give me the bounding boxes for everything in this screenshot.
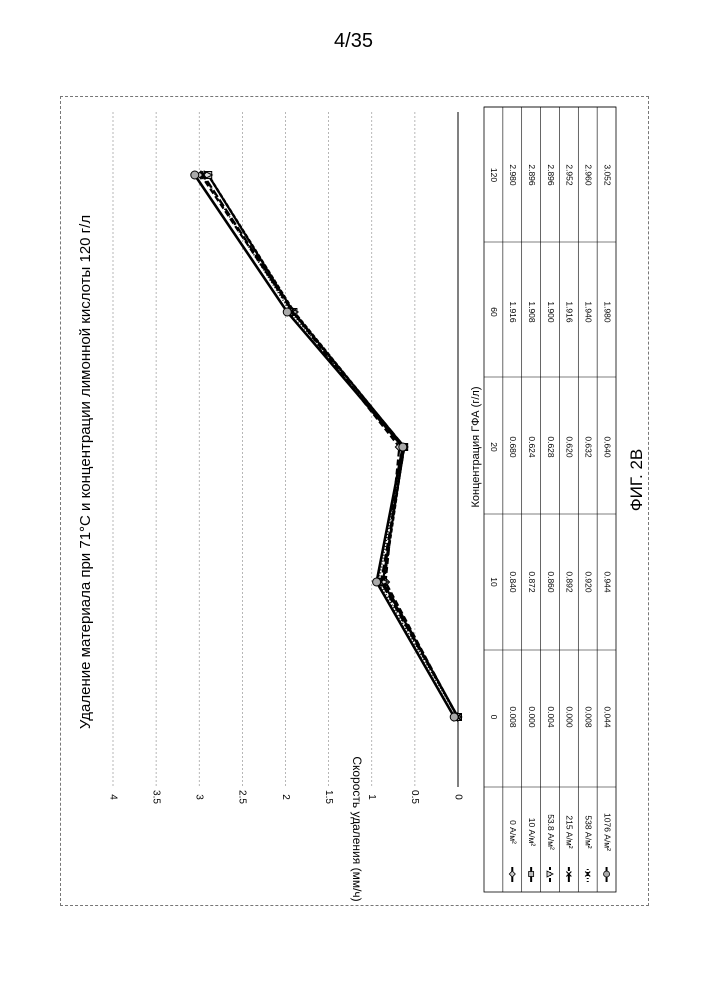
legend-label: 215 А/м² [565, 815, 575, 848]
data-point [191, 171, 199, 179]
legend-label: 10 А/м² [527, 818, 537, 847]
series-line [201, 175, 457, 717]
x-category-label: 0 [489, 715, 499, 720]
table-cell: 0.044 [602, 706, 612, 728]
table-cell: 0.860 [546, 571, 556, 593]
table-cell: 2.960 [583, 164, 593, 186]
y-tick-label: 1.5 [323, 790, 334, 804]
y-tick-label: 0.5 [409, 790, 420, 804]
data-point [373, 578, 381, 586]
table-cell: 0.000 [565, 706, 575, 728]
table-cell: 2.896 [546, 164, 556, 186]
chart-title: Удаление материала при 71°С и концентрац… [77, 215, 94, 729]
table-cell: 0.620 [565, 436, 575, 458]
table-cell: 0.632 [583, 436, 593, 458]
y-tick-label: 3.5 [150, 790, 161, 804]
y-tick-label: 0 [452, 794, 463, 800]
figure-label: ФИГ. 2В [622, 440, 652, 520]
table-cell: 0.944 [602, 571, 612, 593]
table-cell: 1.940 [583, 301, 593, 323]
series-line [208, 175, 458, 717]
table-cell: 3.052 [602, 164, 612, 186]
legend-label: 53.8 А/м² [546, 814, 556, 850]
legend-key-marker [604, 871, 610, 877]
x-category-label: 60 [489, 307, 499, 317]
y-tick-label: 4 [107, 794, 118, 800]
table-cell: 0.872 [527, 571, 537, 593]
table-cell: 0.680 [508, 436, 518, 458]
chart-frame: 0 0.5 1 1.5 2 2.5 3 3.5 4 Скорость удаления (мм/ч… [60, 96, 649, 906]
y-tick-label: 3 [194, 794, 205, 800]
table-cell: 0.892 [565, 571, 575, 593]
data-point [283, 308, 291, 316]
table-cell: 0.624 [527, 436, 537, 458]
table-cell: 1.908 [527, 301, 537, 323]
x-axis-title: Концентрация ГФА (г/л) [470, 387, 482, 508]
y-tick-label: 2.5 [237, 790, 248, 804]
table-cell: 1.980 [602, 301, 612, 323]
table-cell: 2.980 [508, 164, 518, 186]
table-cell: 0.640 [602, 436, 612, 458]
table-cell: 0.628 [546, 436, 556, 458]
table-cell: 0.840 [508, 571, 518, 593]
data-point [450, 713, 458, 721]
legend-key-marker [509, 871, 515, 877]
legend-label: 1076 А/м² [602, 813, 612, 851]
series-line [203, 175, 458, 717]
table-cell: 2.952 [565, 164, 575, 186]
chart-svg: 0 0.5 1 1.5 2 2.5 3 3.5 4 Скорость удаления (мм/ч… [61, 97, 650, 907]
table-cell: 0.000 [527, 706, 537, 728]
table-cell: 0.004 [546, 706, 556, 728]
legend-key-marker [529, 872, 534, 877]
table-cell: 1.916 [508, 301, 518, 323]
table-cell: 0.920 [583, 571, 593, 593]
legend-key-marker [547, 871, 553, 877]
y-tick-label: 2 [280, 794, 291, 800]
data-point [399, 443, 407, 451]
y-axis-title: Скорость удаления (мм/ч) [350, 756, 364, 901]
table-cell: 0.008 [583, 706, 593, 728]
table-cell: 1.916 [565, 301, 575, 323]
x-category-label: 10 [489, 577, 499, 587]
table-cell: 1.900 [546, 301, 556, 323]
table-cell: 2.896 [527, 164, 537, 186]
x-category-label: 20 [489, 442, 499, 452]
legend-label: 538 А/м² [583, 815, 593, 848]
page-number: 4/35 [0, 30, 707, 53]
table-cell: 0.008 [508, 706, 518, 728]
x-category-label: 120 [489, 168, 499, 182]
series-line [208, 175, 457, 717]
data-table-frame [484, 107, 616, 892]
legend-label: 0 А/м² [508, 820, 518, 844]
y-tick-label: 1 [366, 794, 377, 800]
series-line [203, 175, 458, 717]
